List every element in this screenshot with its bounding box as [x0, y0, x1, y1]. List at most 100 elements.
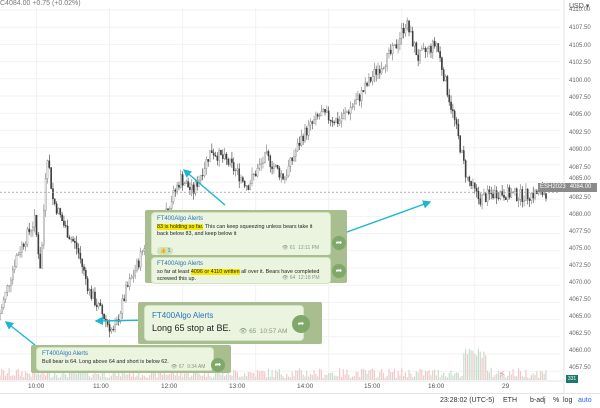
volume-bar — [315, 373, 317, 380]
log-toggle[interactable]: log — [563, 397, 573, 404]
volume-bar — [32, 368, 34, 380]
candle-body — [289, 157, 292, 167]
time-tick: 11:00 — [93, 383, 109, 390]
candle-body — [243, 181, 246, 187]
volume-label: 331 — [566, 375, 578, 383]
volume-bar — [56, 375, 58, 380]
candle-body — [492, 193, 494, 199]
volume-bar — [370, 369, 372, 380]
time-tick: 16:00 — [428, 383, 445, 390]
alert-meta: 👁 64 12:18 PM — [282, 275, 320, 281]
session-toggle[interactable]: ETH — [503, 397, 517, 404]
adjustment-toggle[interactable]: b-adj — [530, 397, 546, 404]
volume-bar — [267, 368, 270, 380]
volume-bar — [63, 368, 65, 380]
volume-bar — [399, 375, 401, 380]
volume-bar — [45, 375, 47, 380]
currency-selector[interactable]: USD ▾ — [569, 3, 590, 10]
lightning-icon: ⚡ — [499, 370, 505, 380]
volume-bar — [507, 375, 509, 380]
volume-bar — [505, 377, 507, 380]
candle-body — [506, 187, 509, 200]
share-icon[interactable]: ➦ — [332, 264, 346, 278]
candle-body — [483, 193, 485, 196]
candle-body — [190, 184, 193, 190]
candle-body — [43, 210, 45, 246]
volume-bar — [211, 377, 213, 380]
volume-bar — [158, 368, 160, 380]
price-value: 4084.00 — [569, 184, 592, 190]
volume-bar — [185, 373, 187, 380]
candle-body — [254, 173, 257, 177]
volume-bar — [103, 370, 105, 380]
volume-bar — [116, 375, 118, 380]
price-tick: 4070.00 — [569, 280, 591, 286]
share-icon[interactable]: ➦ — [211, 358, 225, 372]
candle-body — [501, 191, 503, 196]
volume-bar — [355, 371, 357, 380]
volume-bar — [255, 376, 257, 380]
candle-body — [72, 238, 74, 242]
price-tick: 4107.50 — [569, 25, 591, 31]
volume-bar — [92, 374, 94, 380]
candle-body — [351, 106, 354, 108]
alert-message: 83 is holding so far. This can keep sque… — [157, 224, 313, 238]
volume-bar — [141, 374, 144, 380]
candle-body — [70, 238, 73, 240]
candle-body — [174, 189, 177, 192]
volume-bar — [287, 376, 290, 380]
percent-toggle[interactable]: % — [553, 397, 560, 404]
telegram-alert-1: FT400Algo Alerts 83 is holding so far. T… — [151, 212, 331, 256]
share-icon[interactable]: ➦ — [292, 315, 310, 333]
volume-bar — [180, 370, 182, 380]
volume-bar — [123, 370, 125, 380]
volume-bar — [251, 372, 253, 380]
volume-bar — [96, 374, 98, 380]
volume-bar — [0, 375, 1, 380]
candle-body — [79, 252, 82, 260]
volume-bar — [178, 375, 180, 380]
candle-body — [461, 150, 463, 153]
candle-body — [406, 20, 409, 29]
candle-body — [419, 50, 421, 61]
volume-bar — [52, 376, 54, 380]
candle-body — [284, 177, 286, 180]
volume-bar — [318, 368, 321, 380]
candle-body — [441, 57, 443, 70]
candle-body — [116, 319, 118, 325]
volume-bar — [6, 373, 8, 380]
candle-body — [4, 292, 7, 300]
candle-body — [426, 48, 429, 52]
volume-bar — [479, 351, 481, 380]
volume-bar — [253, 372, 255, 380]
candle-body — [315, 114, 317, 120]
alert-message: so far at least 4096 or 4110 written all… — [157, 269, 320, 283]
annotation-arrow — [4, 321, 36, 346]
candle-body — [464, 160, 467, 178]
auto-toggle[interactable]: auto — [578, 397, 592, 404]
volume-bar — [72, 369, 74, 380]
volume-bar — [282, 376, 284, 380]
price-tick: 4060.00 — [569, 348, 591, 354]
volume-bar — [384, 377, 386, 380]
candle-body — [523, 200, 525, 202]
volume-bar — [360, 369, 363, 380]
candle-body — [280, 173, 283, 178]
candle-body — [77, 248, 80, 254]
volume-bar — [61, 370, 63, 380]
volume-bar — [486, 370, 489, 380]
candle-body — [402, 27, 405, 34]
thumbs-up-reaction[interactable]: 👍 1 — [157, 246, 174, 255]
candle-body — [453, 110, 456, 120]
volume-bar — [463, 352, 465, 380]
volume-bar — [353, 376, 355, 380]
volume-bar — [366, 373, 368, 380]
candle-body — [39, 253, 41, 269]
candle-body — [11, 269, 14, 281]
volume-bar — [163, 372, 165, 380]
candle-body — [251, 173, 253, 184]
volume-bar — [457, 372, 459, 380]
share-icon[interactable]: ➦ — [332, 236, 346, 250]
volume-bar — [187, 370, 189, 380]
volume-bar — [322, 377, 324, 380]
